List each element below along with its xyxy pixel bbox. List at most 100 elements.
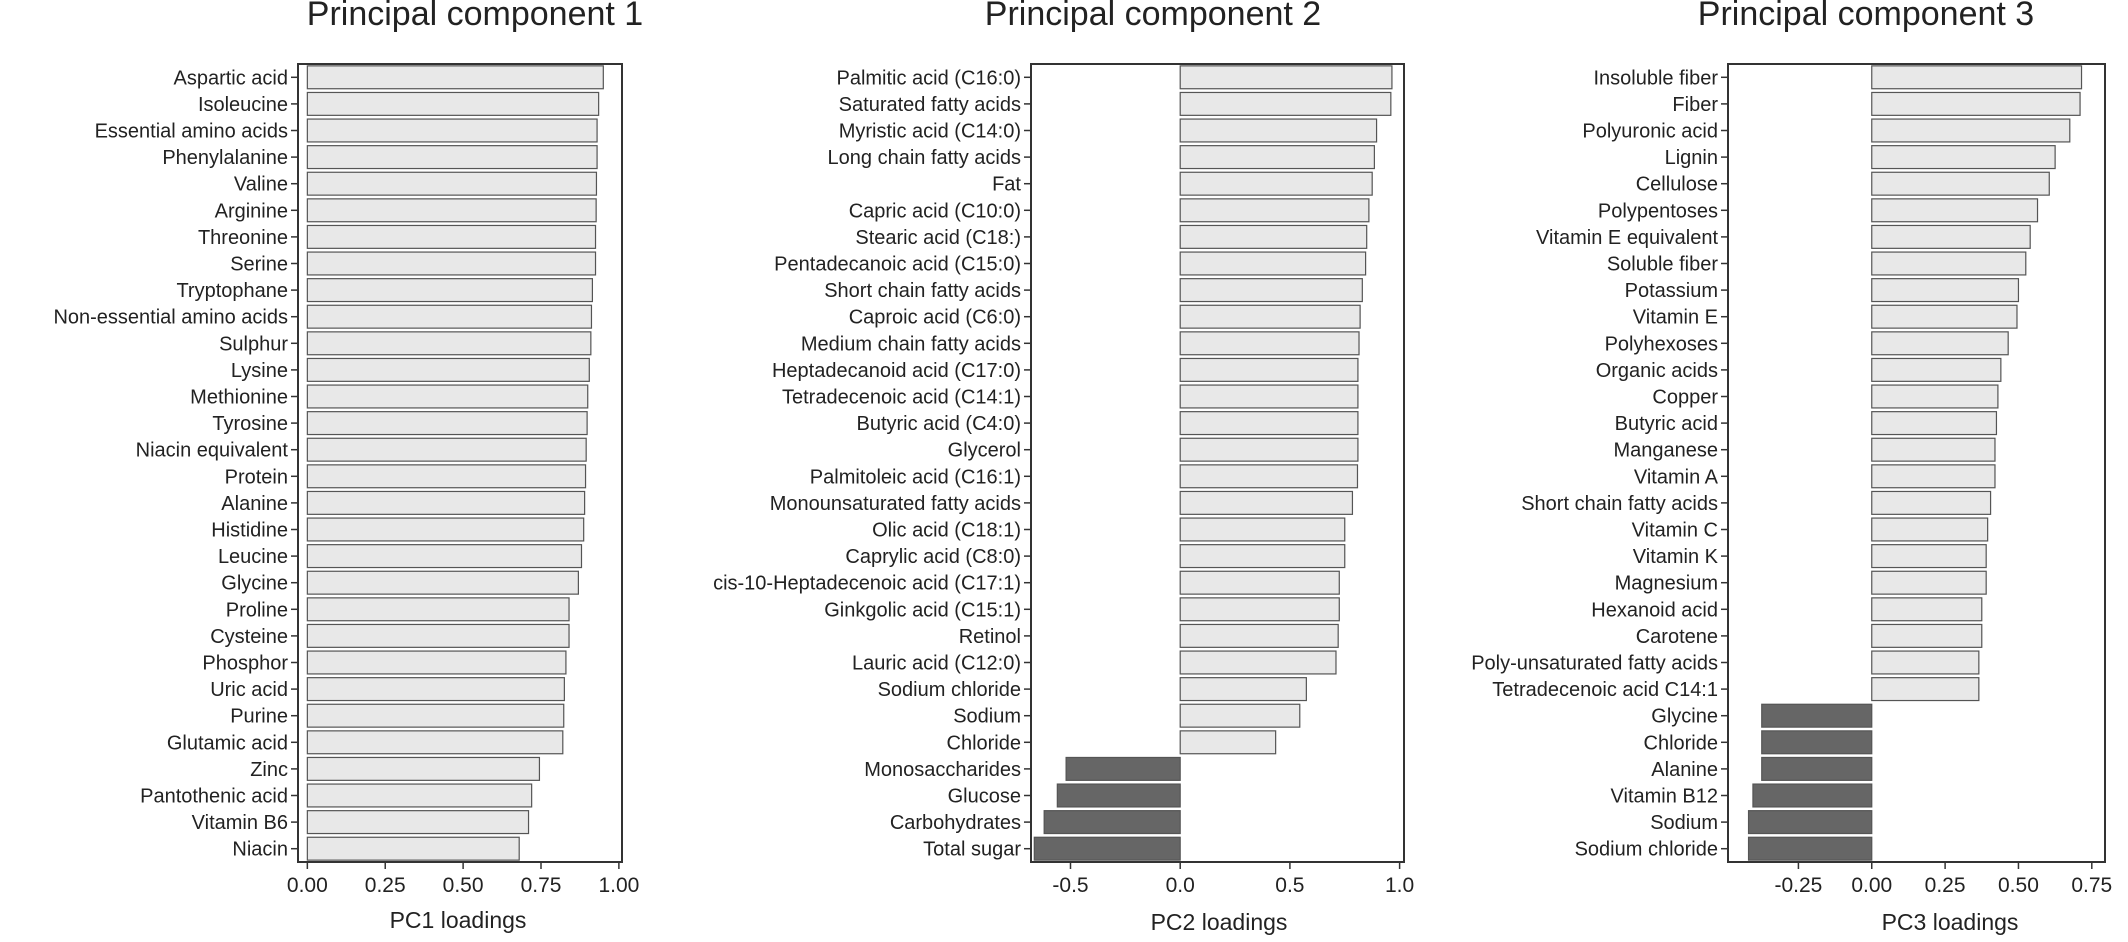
- bar: [1871, 411, 1998, 436]
- category-label: Phosphor: [202, 653, 288, 675]
- bar: [306, 331, 592, 356]
- bar: [1179, 570, 1340, 595]
- category-label: Butyric acid: [1615, 413, 1718, 435]
- category-label: Hexanoid acid: [1591, 599, 1718, 621]
- x-tick-label: 0.50: [443, 874, 484, 897]
- category-label: Vitamin E equivalent: [1536, 227, 1718, 249]
- x-tick-label: -0.5: [1052, 874, 1088, 897]
- bar: [306, 810, 530, 835]
- bar: [306, 677, 565, 702]
- category-label: Non-essential amino acids: [53, 307, 288, 329]
- bar: [1871, 490, 1992, 515]
- category-label: Sodium chloride: [878, 679, 1021, 701]
- bar: [1179, 544, 1346, 569]
- category-label: Polyhexoses: [1605, 333, 1718, 355]
- category-label: Cysteine: [210, 626, 288, 648]
- bar: [306, 756, 541, 781]
- category-label: Niacin: [232, 839, 288, 861]
- category-label: Lauric acid (C12:0): [852, 653, 1021, 675]
- category-label: Sulphur: [219, 333, 288, 355]
- category-label: Soluble fiber: [1607, 254, 1719, 276]
- bar: [1871, 677, 1980, 702]
- category-label: Glutamic acid: [167, 732, 288, 754]
- bar: [306, 570, 579, 595]
- x-tick-label: 0.5: [1275, 874, 1304, 897]
- bar: [1179, 517, 1346, 542]
- bar: [1747, 810, 1873, 835]
- category-label: Alanine: [1651, 759, 1718, 781]
- category-label: Monounsaturated fatty acids: [770, 493, 1021, 515]
- bar: [306, 251, 597, 276]
- panel-pc3: Principal component 3 PC3 loadings Insol…: [1471, 0, 2112, 935]
- bar: [1179, 384, 1359, 409]
- category-label: Long chain fatty acids: [828, 147, 1021, 169]
- bar: [1871, 570, 1987, 595]
- x-tick-label: 0.75: [2071, 874, 2112, 897]
- category-label: Aspartic acid: [174, 67, 289, 89]
- bar: [306, 224, 597, 249]
- category-label: Protein: [225, 466, 288, 488]
- category-label: Leucine: [218, 546, 288, 568]
- bar: [1179, 411, 1359, 436]
- category-label: Heptadecanoid acid (C17:0): [772, 360, 1021, 382]
- bar: [1871, 597, 1983, 622]
- category-label: cis-10-Heptadecenoic acid (C17:1): [713, 573, 1021, 595]
- bar: [1043, 810, 1181, 835]
- bar: [1871, 331, 2009, 356]
- bar: [306, 490, 586, 515]
- category-label: Caprylic acid (C8:0): [845, 546, 1021, 568]
- category-label: Arginine: [215, 200, 288, 222]
- bar: [1871, 118, 2071, 143]
- bar: [306, 171, 598, 196]
- category-label: Uric acid: [210, 679, 288, 701]
- category-label: Serine: [230, 254, 288, 276]
- bar: [1871, 278, 2020, 303]
- category-label: Polypentoses: [1598, 200, 1718, 222]
- category-label: Tetradecenoic acid (C14:1): [782, 387, 1021, 409]
- bar: [1179, 490, 1354, 515]
- bar: [306, 198, 597, 223]
- category-label: Potassium: [1625, 280, 1718, 302]
- bar: [1871, 357, 2002, 382]
- bar: [1871, 517, 1989, 542]
- bar: [1179, 677, 1307, 702]
- bar: [1179, 650, 1337, 675]
- bar: [1179, 251, 1367, 276]
- category-label: Stearic acid (C18:): [855, 227, 1021, 249]
- bar: [1056, 783, 1181, 808]
- category-label: Vitamin B6: [192, 812, 288, 834]
- bar: [306, 357, 590, 382]
- bar: [1871, 91, 2081, 116]
- plot-frame: [297, 63, 623, 863]
- category-label: Carotene: [1636, 626, 1718, 648]
- bar: [306, 384, 589, 409]
- bar: [1179, 730, 1277, 755]
- x-tick-label: 0.75: [521, 874, 562, 897]
- plot-frame: [1030, 63, 1405, 863]
- category-label: Fiber: [1672, 94, 1718, 116]
- x-tick-label: 0.25: [365, 874, 406, 897]
- bar: [306, 411, 588, 436]
- bar: [1871, 623, 1983, 648]
- category-label: Sodium: [1650, 812, 1718, 834]
- bar: [1179, 65, 1393, 90]
- bar: [306, 783, 533, 808]
- x-tick-label: -0.25: [1774, 874, 1822, 897]
- bar: [1752, 783, 1873, 808]
- panel-title: Principal component 3: [1698, 0, 2034, 33]
- bar: [306, 304, 593, 329]
- bar: [306, 517, 585, 542]
- category-label: Manganese: [1613, 440, 1718, 462]
- category-label: Polyuronic acid: [1582, 121, 1718, 143]
- category-label: Glycine: [1651, 706, 1718, 728]
- bar: [1871, 304, 2018, 329]
- category-label: Palmitoleic acid (C16:1): [810, 466, 1021, 488]
- panel-title: Principal component 2: [985, 0, 1321, 33]
- category-label: Vitamin C: [1632, 520, 1718, 542]
- category-label: Vitamin A: [1634, 466, 1719, 488]
- category-label: Lysine: [231, 360, 288, 382]
- bar: [306, 145, 598, 170]
- category-label: Insoluble fiber: [1593, 67, 1718, 89]
- category-label: Lignin: [1665, 147, 1718, 169]
